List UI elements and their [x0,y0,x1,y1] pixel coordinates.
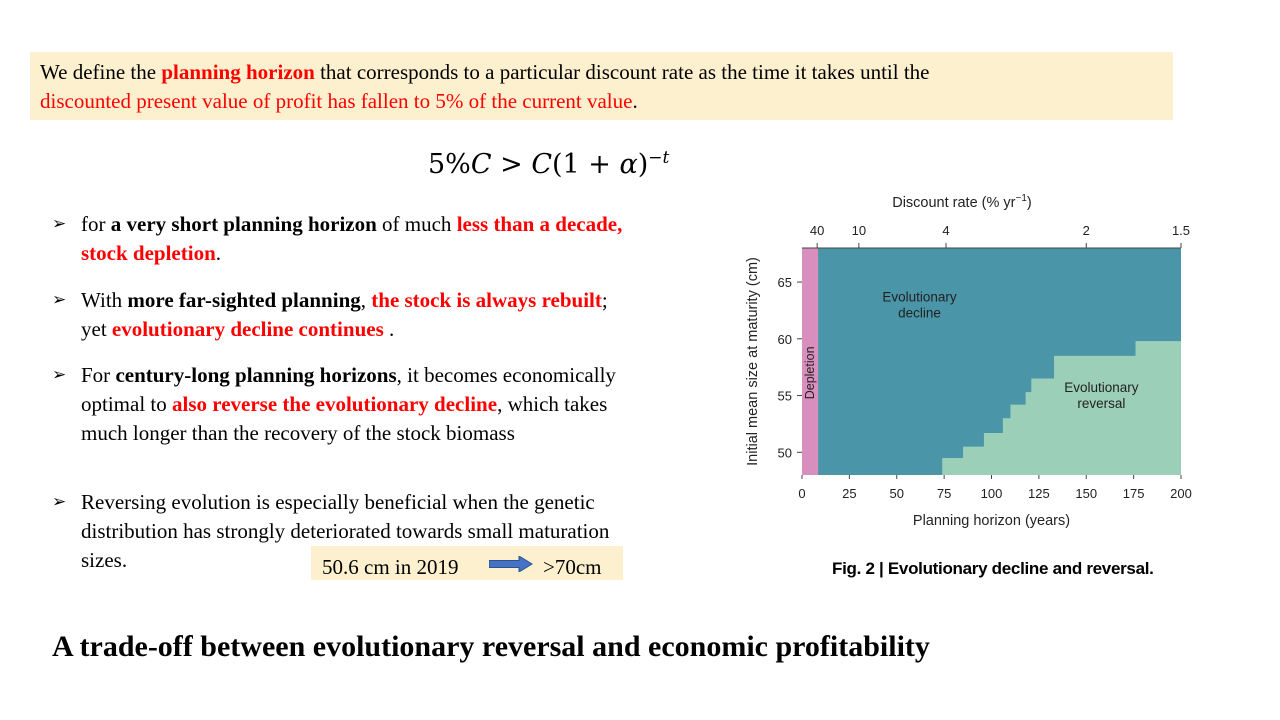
formula-open: (1 + [551,149,620,180]
x-tick-label-75: 75 [937,486,951,501]
definition-text-red: discounted present value of profit has f… [40,89,633,113]
depletion-label: Depletion [803,346,817,399]
x-tick-label-0: 0 [798,486,805,501]
top-tick-label-10: 10 [852,223,866,238]
top-axis-title: Discount rate (% yr−1) [892,193,1032,211]
y-axis-title: Initial mean size at maturity (cm) [745,257,761,466]
x-tick-label-25: 25 [842,486,856,501]
decline-label-0: Evolutionary [882,289,957,304]
planning-horizon-term: planning horizon [161,60,315,84]
bullet-4-text: Reversing evolution is especially benefi… [81,490,610,572]
bullet-1-text: for a very short planning horizon of muc… [81,212,623,265]
bullet-3-text: For century-long planning horizons, it b… [81,363,616,445]
maturation-size-box: 50.6 cm in 2019 >70cm [311,546,623,580]
definition-text-2: that corresponds to a particular discoun… [314,60,930,84]
arrow-bullet-icon: ➢ [52,492,67,512]
definition-box: We define the planning horizon that corr… [30,52,1173,120]
y-tick-label-50: 50 [778,445,792,460]
depletion-region [802,248,819,475]
definition-text-1: We define the [40,60,162,84]
discount-formula: 5%C > C(1 + α)−t [428,148,669,180]
bullet-2-text: With more far-sighted planning, the stoc… [81,288,608,341]
bullet-1: ➢ for a very short planning horizon of m… [52,210,632,268]
x-tick-label-100: 100 [981,486,1003,501]
formula-c2: C [531,149,552,180]
x-tick-label-175: 175 [1123,486,1145,501]
y-tick-label-55: 55 [778,389,792,404]
bullet-4: ➢ Reversing evolution is especially bene… [52,488,612,575]
top-tick-label-1.5: 1.5 [1172,223,1190,238]
reversal-region [942,341,1181,475]
formula-close: ) [637,149,649,180]
y-tick-label-65: 65 [778,275,792,290]
top-tick-label-2: 2 [1083,223,1090,238]
formula-c1: C [470,149,492,180]
formula-alpha: α [619,149,638,180]
formula-lhs: 5% [428,149,471,180]
x-axis-title: Planning horizon (years) [913,513,1070,529]
arrow-bullet-icon: ➢ [52,365,67,385]
bullet-2: ➢ With more far-sighted planning, the st… [52,286,632,344]
formula-gt: > [491,149,532,180]
definition-period: . [632,89,638,113]
bullet-3: ➢ For century-long planning horizons, it… [52,361,630,448]
size-target: >70cm [543,555,602,579]
formula-exponent: −t [648,148,670,168]
x-tick-label-200: 200 [1170,486,1192,501]
arrow-bullet-icon: ➢ [52,290,67,310]
arrow-bullet-icon: ➢ [52,214,67,234]
x-tick-label-50: 50 [890,486,904,501]
figure-caption: Fig. 2 | Evolutionary decline and revers… [832,559,1154,578]
slide-conclusion-title: A trade-off between evolutionary reversa… [52,630,930,663]
reversal-label-0: Evolutionary [1064,380,1139,395]
size-2019: 50.6 cm in 2019 [322,555,459,579]
x-tick-label-125: 125 [1028,486,1050,501]
top-tick-label-4: 4 [942,223,949,238]
y-tick-label-60: 60 [778,332,792,347]
top-tick-label-40: 40 [810,223,824,238]
decline-label-1: decline [898,305,941,320]
reversal-label-1: reversal [1077,396,1125,411]
x-tick-label-150: 150 [1075,486,1097,501]
right-arrow-icon [489,556,533,572]
evolution-heatmap-chart: DepletionEvolutionarydeclineEvolutionary… [745,193,1192,529]
